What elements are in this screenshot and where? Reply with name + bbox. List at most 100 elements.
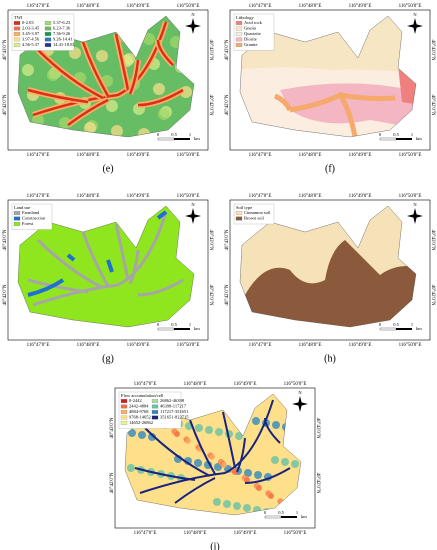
farmland [32,211,168,307]
stream [236,437,246,473]
stream [244,467,291,484]
raster-patch [268,493,274,499]
lon-label: 116°50'0"E [177,4,200,9]
legend-label: 2.03-3.45 [22,26,40,31]
legend-swatch [235,26,243,31]
lon-label: 116°49'0"E [127,153,150,158]
legend-swatch [120,410,128,414]
stream [189,419,216,475]
legend-box [118,391,182,429]
map-panel: 116°47'0"E 116°47'0"E 116°48'0"E 116°48'0"E… [3,4,213,174]
lon-label: 116°47'0"E [134,382,157,387]
raster-patch [213,498,221,506]
legend-label: 4.56-5.37 [22,42,40,47]
litho-dyke [339,92,396,102]
raster-patch [174,431,180,437]
north-arrow: N [292,390,308,412]
scale-label: 0 [157,132,160,137]
legend-swatch [13,216,21,221]
lon-label: 116°48'0"E [299,153,322,158]
stream [128,59,140,95]
north-arrow: N [407,12,423,34]
scale-label: 1 [296,510,298,515]
legend-swatch [120,404,128,409]
legend-swatch [13,26,21,31]
legend-label: 6.23-7.36 [53,26,71,31]
scale-bar-white [157,137,175,141]
raster-patch [59,117,71,129]
legend-label: 9.26-14.41 [53,37,73,42]
legend-label: 0-2442 [129,398,142,403]
lat-label: 40°43'0"N [225,39,230,60]
raster-patch [96,50,108,62]
farmland [137,278,184,297]
stream [27,88,89,104]
farmland [81,231,110,287]
legend-label: Brown soil [244,216,265,221]
lat-label: 40°43'0"N [110,417,115,438]
raster-patch [256,485,262,491]
scale-bar-black [174,138,190,140]
raster-patch [254,471,262,479]
lon-label: 116°47'0"E [27,153,50,158]
legend-swatch [235,21,243,25]
raster-patch [128,429,136,437]
legend-label: 9768-14652 [129,415,151,420]
construction [66,253,76,262]
map-detail [27,210,184,307]
raster-patch [138,431,146,439]
legend-swatch [44,21,52,25]
map-panel: 116°47'0"E 116°47'0"E 116°48'0"E 116°48'0"E… [225,4,435,174]
stream [264,417,281,444]
stream [156,39,174,66]
lon-label: 116°49'0"E [127,194,150,199]
lon-label: 116°49'0"E [349,343,372,348]
lat-label: 40°43'0"N [430,229,435,250]
raster-patch [143,33,155,45]
raster-patch [180,86,192,98]
raster-patch [194,459,202,467]
legend-label: 3.45-3.97 [22,31,40,36]
scale-label: 0 [264,510,267,515]
legend-swatch [151,404,159,409]
lon-label: 116°47'0"E [27,4,50,9]
legend-label: 3.97-4.56 [22,37,40,42]
raster-patch [235,432,243,440]
scale-unit: km [416,326,422,331]
map-detail [240,240,416,327]
raster-patch [127,464,135,472]
scale-label: 0 [379,322,382,327]
stream [81,41,110,97]
legend-swatch [13,222,21,226]
legend-label: Diorite [244,37,257,42]
raster-patch [215,428,223,436]
lon-label: 116°50'0"E [177,343,200,348]
north-arrow-shape [407,208,423,224]
legend-box [233,203,275,225]
legend-label: Acid rock [244,20,263,25]
lon-label: 116°48'0"E [299,4,322,9]
farmland [36,238,104,290]
scale-bar-white [379,327,397,331]
scale-bar-black [174,328,190,330]
scale-unit: km [194,326,200,331]
map-panel: 116°47'0"E 116°47'0"E 116°48'0"E 116°48'0"E… [3,194,213,364]
legend-title: TWI [14,15,23,20]
north-label: N [191,202,195,207]
lat-label: 40°42'0"N [225,284,230,305]
raster-patch [22,64,34,76]
lon-label: 116°49'0"E [349,153,372,158]
lon-label: 116°49'0"E [234,382,257,387]
scale-label: 0.5 [393,322,399,327]
lon-label: 116°50'0"E [284,531,307,536]
legend-label: Farmland [22,210,40,215]
raster-patch [244,477,250,483]
legend-label: Granite [244,42,258,47]
lat-label: 40°42'0"N [315,472,320,493]
lon-label: 116°50'0"E [399,343,422,348]
raster-patch [205,426,213,434]
raster-patch [221,462,227,468]
north-arrow-shape [407,18,423,34]
scale-bar: 0 0.5 1km [157,132,200,141]
farmland [114,223,130,281]
